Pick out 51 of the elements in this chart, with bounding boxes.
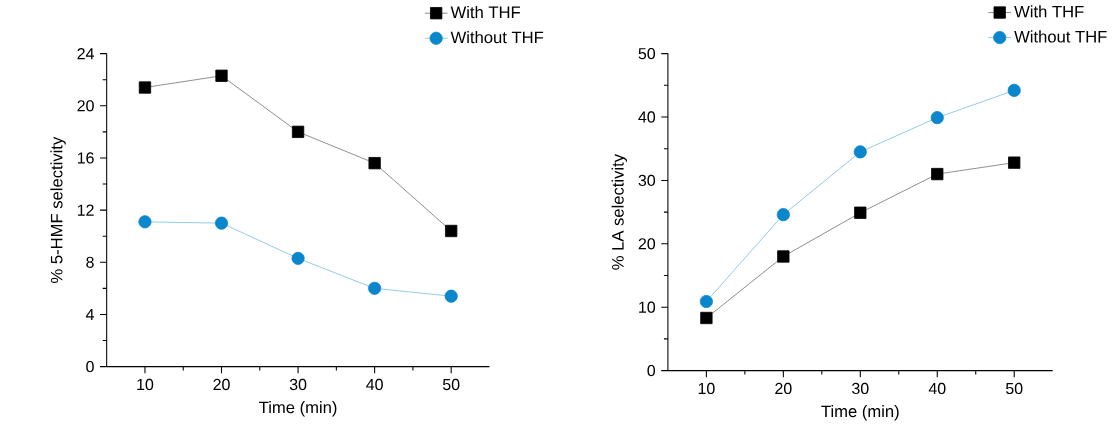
point	[777, 250, 790, 263]
x-tick-label: 50	[442, 378, 460, 390]
point	[368, 281, 382, 295]
point	[854, 206, 867, 219]
point	[1007, 83, 1021, 97]
x-tick-label: 20	[775, 382, 792, 394]
point	[930, 110, 944, 124]
point	[853, 145, 867, 159]
y-tick-label: 20	[638, 237, 656, 250]
point	[444, 289, 458, 303]
x-tick-label: 10	[137, 378, 154, 390]
legend-label: With THF	[1014, 5, 1084, 18]
point	[1008, 156, 1021, 169]
x-tick-label: 20	[213, 378, 230, 390]
y-tick-label: 40	[638, 111, 656, 123]
point	[215, 216, 229, 230]
x-tick-label: 30	[289, 378, 307, 390]
y-tick-label: 24	[77, 47, 94, 59]
y-tick-label: 30	[638, 174, 656, 186]
legend-label: Without THF	[1014, 30, 1107, 43]
y-tick-label: 4	[85, 308, 94, 320]
point	[368, 156, 381, 170]
y-axis-title: % LA selectivity	[611, 153, 628, 270]
legend-label: Without THF	[450, 30, 544, 44]
point	[138, 81, 152, 94]
point	[931, 167, 944, 180]
point	[700, 311, 713, 324]
y-tick-label: 10	[639, 301, 656, 313]
point	[138, 215, 152, 229]
y-tick-label: 50	[638, 47, 656, 60]
y-tick-label: 16	[77, 152, 94, 164]
x-axis-title: Time (min)	[821, 404, 899, 421]
point	[776, 207, 790, 221]
x-tick-label: 40	[928, 382, 946, 394]
point	[699, 294, 713, 308]
y-tick-label: 0	[86, 360, 94, 373]
x-tick-label: 10	[698, 382, 715, 394]
x-tick-label: 40	[366, 378, 383, 390]
x-tick-label: 30	[852, 382, 869, 394]
y-tick-label: 20	[77, 99, 94, 112]
point	[215, 69, 228, 82]
x-axis-title: Time (min)	[259, 400, 337, 417]
point	[291, 251, 305, 265]
y-tick-label: 8	[86, 256, 94, 268]
y-tick-label: 12	[77, 204, 94, 216]
legend-label: With THF	[450, 5, 521, 18]
y-tick-label: 0	[647, 364, 656, 377]
x-tick-label: 50	[1005, 382, 1023, 394]
y-axis-title: % 5-HMF selectivity	[50, 136, 66, 283]
point	[445, 224, 458, 237]
point	[291, 125, 305, 138]
